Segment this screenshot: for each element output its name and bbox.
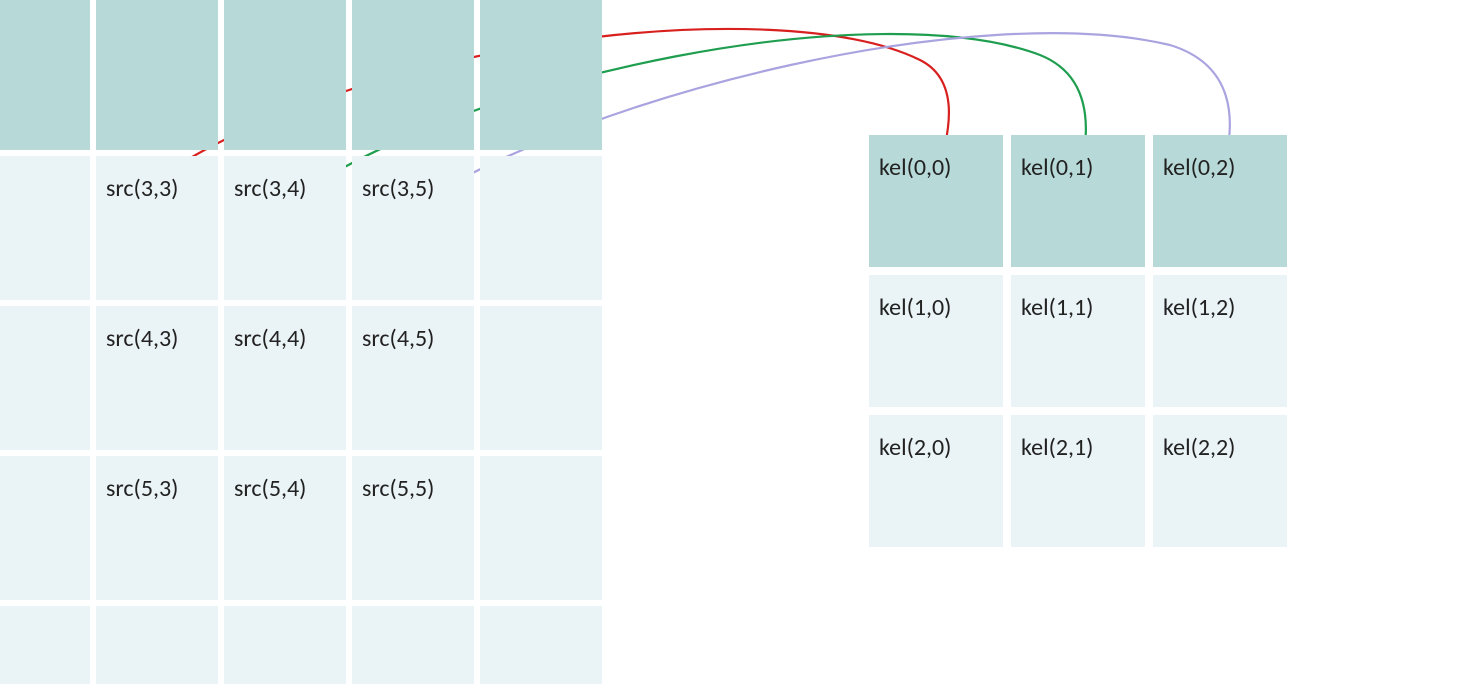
src-cell-r0-c3: src(3,5) (352, 156, 474, 300)
src-footer-col-2 (224, 606, 346, 684)
src-footer-col-4 (480, 606, 602, 684)
kel-cell-r1-c0-label: kel(1,0) (879, 293, 951, 322)
src-cell-r1-c1-label: src(4,3) (106, 324, 178, 353)
src-cell-r0-c3-label: src(3,5) (362, 174, 434, 203)
src-header-col-0 (0, 0, 90, 150)
kel-cell-r0-c2-label: kel(0,2) (1163, 153, 1235, 182)
src-cell-r0-c4 (480, 156, 602, 300)
src-cell-r2-c2-label: src(5,4) (234, 474, 306, 503)
kel-cell-r0-c0-label: kel(0,0) (879, 153, 951, 182)
src-header-col-1 (96, 0, 218, 150)
src-header-col-3 (352, 0, 474, 150)
src-cell-r2-c2: src(5,4) (224, 456, 346, 600)
src-footer-col-1 (96, 606, 218, 684)
src-cell-r0-c1: src(3,3) (96, 156, 218, 300)
kel-cell-r0-c0: kel(0,0) (869, 135, 1003, 267)
src-cell-r2-c1: src(5,3) (96, 456, 218, 600)
src-cell-r2-c0 (0, 456, 90, 600)
diagram-stage: { "canvas": { "width": 1466, "height": 6… (0, 0, 1466, 699)
kel-cell-r0-c2: kel(0,2) (1153, 135, 1287, 267)
src-cell-r0-c1-label: src(3,3) (106, 174, 178, 203)
src-cell-r1-c3-label: src(4,5) (362, 324, 434, 353)
kel-cell-r2-c2: kel(2,2) (1153, 415, 1287, 547)
src-cell-r1-c1: src(4,3) (96, 306, 218, 450)
kel-cell-r2-c2-label: kel(2,2) (1163, 433, 1235, 462)
src-cell-r0-c0 (0, 156, 90, 300)
src-cell-r1-c2-label: src(4,4) (234, 324, 306, 353)
kel-cell-r2-c0: kel(2,0) (869, 415, 1003, 547)
src-cell-r2-c3-label: src(5,5) (362, 474, 434, 503)
kel-cell-r1-c1-label: kel(1,1) (1021, 293, 1093, 322)
src-cell-r1-c0 (0, 306, 90, 450)
src-cell-r1-c2: src(4,4) (224, 306, 346, 450)
kel-cell-r2-c1-label: kel(2,1) (1021, 433, 1093, 462)
src-cell-r2-c4 (480, 456, 602, 600)
src-cell-r1-c3: src(4,5) (352, 306, 474, 450)
kel-cell-r1-c1: kel(1,1) (1011, 275, 1145, 407)
src-cell-r1-c4 (480, 306, 602, 450)
kel-cell-r0-c1-label: kel(0,1) (1021, 153, 1093, 182)
src-cell-r2-c1-label: src(5,3) (106, 474, 178, 503)
src-header-col-4 (480, 0, 602, 150)
kel-cell-r2-c1: kel(2,1) (1011, 415, 1145, 547)
kel-cell-r1-c2-label: kel(1,2) (1163, 293, 1235, 322)
src-footer-col-3 (352, 606, 474, 684)
kel-cell-r0-c1: kel(0,1) (1011, 135, 1145, 267)
src-cell-r0-c2-label: src(3,4) (234, 174, 306, 203)
kel-cell-r2-c0-label: kel(2,0) (879, 433, 951, 462)
src-footer-col-0 (0, 606, 90, 684)
src-cell-r2-c3: src(5,5) (352, 456, 474, 600)
kel-cell-r1-c0: kel(1,0) (869, 275, 1003, 407)
src-header-col-2 (224, 0, 346, 150)
kel-cell-r1-c2: kel(1,2) (1153, 275, 1287, 407)
src-cell-r0-c2: src(3,4) (224, 156, 346, 300)
